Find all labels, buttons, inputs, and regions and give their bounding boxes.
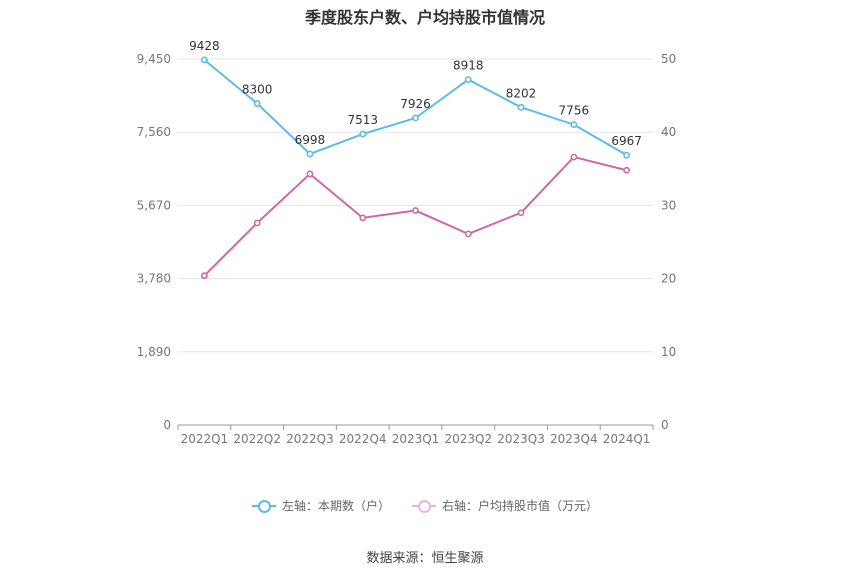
- point-avg-holding-value: [623, 166, 631, 174]
- legend-item-avg-holding-value[interactable]: 右轴：户均持股市值（万元）: [412, 497, 598, 514]
- point-households: [464, 76, 472, 84]
- x-axis-tick-label: 2022Q4: [339, 432, 387, 446]
- data-label: 6967: [611, 134, 642, 148]
- point-avg-holding-value: [253, 219, 261, 227]
- left-axis-tick-label: 0: [163, 418, 171, 432]
- point-avg-holding-value: [517, 209, 525, 217]
- right-axis-tick-label: 20: [661, 272, 676, 286]
- legend-line-marker-icon: [251, 499, 276, 513]
- x-axis-tick-label: 2024Q1: [603, 432, 651, 446]
- point-households: [359, 130, 367, 138]
- left-axis-tick-label: 5,670: [137, 198, 171, 212]
- chart-title: 季度股东户数、户均持股市值情况: [304, 8, 545, 27]
- legend-line-marker-icon: [412, 499, 436, 513]
- point-households: [517, 103, 525, 111]
- series-line-avg-holding-value: [203, 155, 627, 277]
- right-axis-tick-label: 0: [661, 418, 669, 432]
- x-axis-tick-label: 2023Q2: [444, 432, 492, 446]
- right-axis-tick-label: 40: [661, 125, 676, 139]
- legend: 左轴：本期数（户） 右轴：户均持股市值（万元）: [0, 497, 850, 514]
- point-avg-holding-value: [200, 272, 208, 280]
- x-axis-tick-label: 2023Q1: [392, 432, 440, 446]
- legend-item-households[interactable]: 左轴：本期数（户）: [251, 497, 390, 514]
- x-axis-tick-label: 2023Q3: [497, 432, 545, 446]
- data-source: 数据来源：恒生聚源: [366, 551, 484, 566]
- point-households: [623, 151, 631, 159]
- right-axis-tick-label: 10: [661, 345, 676, 359]
- legend-label-households: 左轴：本期数（户）: [281, 499, 390, 513]
- point-avg-holding-value: [412, 207, 419, 214]
- point-avg-holding-value: [306, 170, 314, 178]
- left-axis-tick-label: 3,780: [137, 272, 171, 286]
- point-avg-holding-value: [359, 214, 367, 222]
- x-axis-tick-label: 2023Q4: [550, 432, 598, 446]
- data-label: 8300: [242, 83, 273, 97]
- point-households: [570, 121, 578, 129]
- x-axis-tick-label: 2022Q1: [181, 432, 229, 446]
- data-label: 8918: [453, 59, 484, 73]
- right-axis-tick-label: 50: [661, 52, 676, 66]
- left-axis-tick-label: 7,560: [137, 125, 171, 139]
- data-label: 7513: [347, 113, 378, 127]
- data-label: 9428: [189, 39, 220, 53]
- left-axis-tick-label: 9,450: [137, 52, 171, 66]
- right-axis-tick-label: 30: [661, 198, 676, 212]
- data-label: 7756: [559, 104, 590, 118]
- x-axis-tick-label: 2022Q2: [233, 432, 281, 446]
- point-avg-holding-value: [464, 230, 472, 238]
- x-axis-tick-label: 2022Q3: [286, 432, 334, 446]
- data-label: 7926: [400, 97, 431, 111]
- data-label: 8202: [506, 86, 537, 100]
- point-households: [200, 56, 208, 64]
- legend-label-avg-holding-value: 右轴：户均持股市值（万元）: [442, 499, 599, 513]
- point-households: [253, 100, 261, 107]
- point-avg-holding-value: [570, 153, 578, 161]
- left-axis-tick-label: 1,890: [137, 345, 171, 359]
- point-households: [412, 114, 419, 122]
- data-label: 6998: [295, 133, 326, 147]
- point-households: [306, 150, 314, 158]
